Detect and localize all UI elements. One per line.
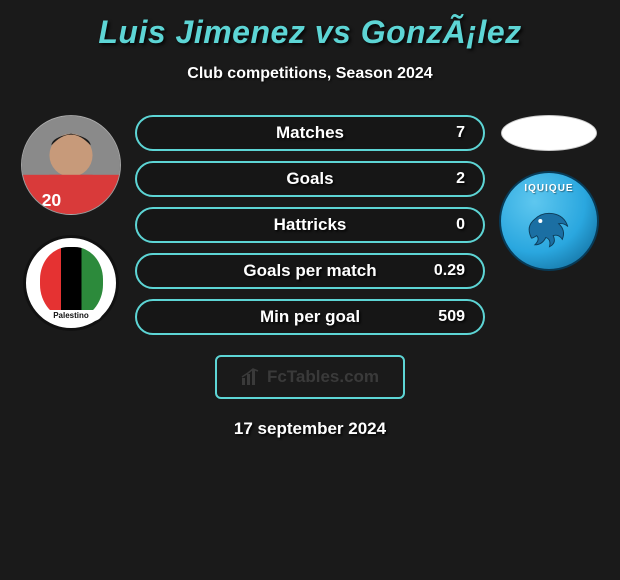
subtitle: Club competitions, Season 2024 [187,65,432,83]
stat-row-goals: Goals 2 [135,161,485,197]
stat-row-hattricks: Hattricks 0 [135,207,485,243]
stat-label: Matches [276,123,344,143]
stat-row-goals-per-match: Goals per match 0.29 [135,253,485,289]
dragon-icon [522,199,577,254]
stats-column: Matches 7 Goals 2 Hattricks 0 Goals per … [135,115,485,335]
stat-right-value: 7 [435,124,465,142]
player-portrait-icon: 20 [22,116,120,214]
stat-row-matches: Matches 7 [135,115,485,151]
stat-label: Hattricks [274,215,347,235]
left-player-avatar: 20 [21,115,121,215]
stat-right-value: 0 [435,216,465,234]
badge-label: Palestino [40,310,103,321]
stat-label: Min per goal [260,307,360,327]
stat-label: Goals [286,169,333,189]
branding-box[interactable]: FcTables.com [215,355,405,399]
bar-chart-icon [241,368,261,386]
stat-right-value: 0.29 [434,262,465,280]
date-text: 17 september 2024 [234,419,386,439]
page-title: Luis Jimenez vs GonzÃ¡lez [98,14,521,51]
stat-right-value: 509 [435,308,465,326]
right-player-avatar [501,115,597,151]
branding-text: FcTables.com [267,367,379,387]
left-column: 20 Palestino [11,115,131,331]
shirt-number: 20 [42,190,62,210]
comparison-row: 20 Palestino Matches 7 Goals 2 [10,115,610,335]
right-club-badge: IQUIQUE [499,171,599,271]
stat-right-value: 2 [435,170,465,188]
stat-row-min-per-goal: Min per goal 509 [135,299,485,335]
palestino-stripes-icon: Palestino [40,247,103,319]
left-club-badge: Palestino [23,235,119,331]
right-column: IQUIQUE [489,115,609,271]
badge-label: IQUIQUE [524,183,573,194]
stat-label: Goals per match [243,261,376,281]
